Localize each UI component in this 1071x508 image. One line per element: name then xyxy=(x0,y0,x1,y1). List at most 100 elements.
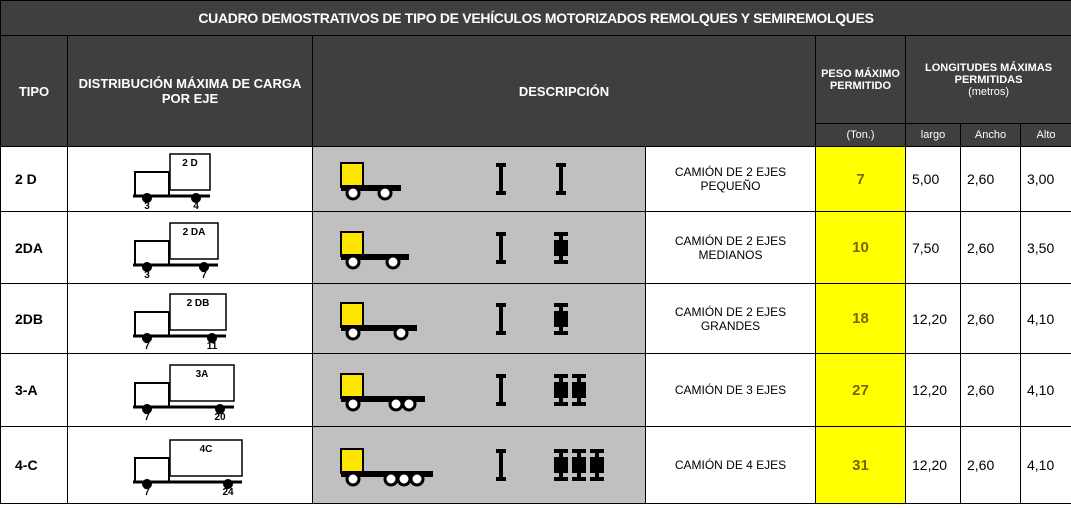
axle-dual xyxy=(554,310,568,327)
header-cell: LONGITUDES MÁXIMAS PERMITIDAS (metros) xyxy=(904,35,1071,124)
wheel xyxy=(142,332,152,343)
truck-label: 2 DA xyxy=(183,227,206,238)
axle-load: 7 xyxy=(144,487,150,496)
wheel-icon xyxy=(409,471,425,487)
wheel xyxy=(142,479,152,489)
icon-cell xyxy=(312,146,646,212)
axle-load: 24 xyxy=(222,487,234,496)
axle-end xyxy=(496,477,506,481)
table-body: 2 D 2 D 3 4 CAMIÓN DE 2 EJES PEQUEÑO 7 5,00 2,6… xyxy=(0,146,1071,504)
axle-end xyxy=(590,449,604,453)
frame-icon xyxy=(341,396,425,402)
peso-cell: 27 xyxy=(815,353,906,427)
wheel-icon xyxy=(345,325,361,340)
axle-end xyxy=(572,402,586,406)
header-cell: DISTRIBUCIÓN MÁXIMA DE CARGA POR EJE xyxy=(67,35,313,147)
axle-load: 20 xyxy=(214,412,226,421)
header-cell: largo xyxy=(905,123,961,147)
header-unit: (Ton.) xyxy=(815,123,906,147)
table-row: 2DB 2 DB 7 11 CAMIÓN DE 2 EJES GRANDES 18 12,2… xyxy=(0,283,1071,354)
wheel xyxy=(142,404,152,414)
axle-load: 7 xyxy=(144,412,150,421)
largo-cell: 12,20 xyxy=(905,426,961,504)
frame-icon xyxy=(341,253,409,260)
alto-cell: 4,10 xyxy=(1019,353,1071,427)
axle-end xyxy=(496,330,506,335)
axle-end xyxy=(554,477,568,481)
truck-label: 3A xyxy=(196,369,209,380)
cab xyxy=(134,457,170,483)
axle-dual xyxy=(554,457,568,473)
cab xyxy=(134,239,170,266)
axle-end xyxy=(554,330,568,335)
wheel-icon xyxy=(393,325,409,340)
largo-cell: 12,20 xyxy=(905,283,961,354)
axle-end xyxy=(554,231,568,236)
table-title: CUADRO DEMOSTRATIVOS DE TIPO DE VEHÍCULO… xyxy=(0,0,1071,36)
truck-label: 4C xyxy=(200,444,213,455)
wheel-icon xyxy=(385,254,401,269)
axle-end xyxy=(554,449,568,453)
axle-end xyxy=(496,449,506,453)
cargo-box xyxy=(169,364,235,402)
cargo-box xyxy=(169,292,227,331)
axle-end xyxy=(554,374,568,378)
peso-cell: 31 xyxy=(815,426,906,504)
tipo-cell: 2 D xyxy=(0,146,68,212)
axle-load: 7 xyxy=(144,341,150,350)
icon-cell xyxy=(312,283,646,354)
tipo-cell: 3-A xyxy=(0,353,68,427)
wheel-icon xyxy=(345,254,361,269)
truck-outline: 4C 7 24 xyxy=(133,439,243,496)
axle-end xyxy=(572,374,586,378)
axle-end xyxy=(556,163,566,167)
cab-icon xyxy=(340,373,364,399)
cargo-box xyxy=(169,153,211,191)
axle-icon xyxy=(499,374,503,406)
wheel-icon xyxy=(383,471,399,487)
distribution-cell: 2 DB 7 11 xyxy=(67,283,313,354)
tipo-cell: 2DB xyxy=(0,283,68,354)
wheel-icon xyxy=(396,471,412,487)
tipo-cell: 4-C xyxy=(0,426,68,504)
cab-icon xyxy=(340,230,364,257)
axle-dual xyxy=(554,239,568,256)
axle-end xyxy=(496,163,506,167)
cab-icon xyxy=(340,301,364,328)
header-cell: Alto xyxy=(1019,123,1071,147)
axle-icon xyxy=(559,163,563,195)
wheel xyxy=(207,332,217,343)
truck-outline: 2 D 3 4 xyxy=(133,153,211,210)
cargo-box xyxy=(169,439,243,477)
header-cell: TIPO xyxy=(0,35,68,147)
wheel-icon xyxy=(388,396,404,412)
cab xyxy=(134,382,170,408)
wheel-icon xyxy=(377,185,393,201)
wheel xyxy=(199,261,209,272)
table-row: 2DA 2 DA 3 7 CAMIÓN DE 2 EJES MEDIANOS 10 7,50… xyxy=(0,211,1071,284)
ancho-cell: 2,60 xyxy=(960,211,1021,284)
largo-cell: 5,00 xyxy=(905,146,961,212)
wheel xyxy=(142,261,152,272)
tipo-cell: 2DA xyxy=(0,211,68,284)
description-cell: CAMIÓN DE 2 EJES PEQUEÑO xyxy=(645,146,816,212)
wheel xyxy=(223,479,233,489)
header-text: LONGITUDES MÁXIMAS PERMITIDAS xyxy=(924,61,1053,86)
axle-end xyxy=(554,259,568,264)
wheel xyxy=(142,193,152,203)
description-cell: CAMIÓN DE 3 EJES xyxy=(645,353,816,427)
icon-cell xyxy=(312,353,646,427)
cab-icon xyxy=(340,162,364,188)
axle-end xyxy=(496,302,506,307)
cargo-box xyxy=(169,221,219,260)
axle-load: 3 xyxy=(144,270,150,279)
table-row: 2 D 2 D 3 4 CAMIÓN DE 2 EJES PEQUEÑO 7 5,00 2,6… xyxy=(0,146,1071,212)
cab-icon xyxy=(340,448,364,474)
axle-dual xyxy=(572,457,586,473)
wheel xyxy=(191,193,201,203)
truck-outline: 2 DB 7 11 xyxy=(133,292,227,350)
table-row: 3-A 3A 7 20 CAMIÓN DE 3 EJES 27 12,20 2,60 4,10 xyxy=(0,353,1071,427)
icon-cell xyxy=(312,211,646,284)
